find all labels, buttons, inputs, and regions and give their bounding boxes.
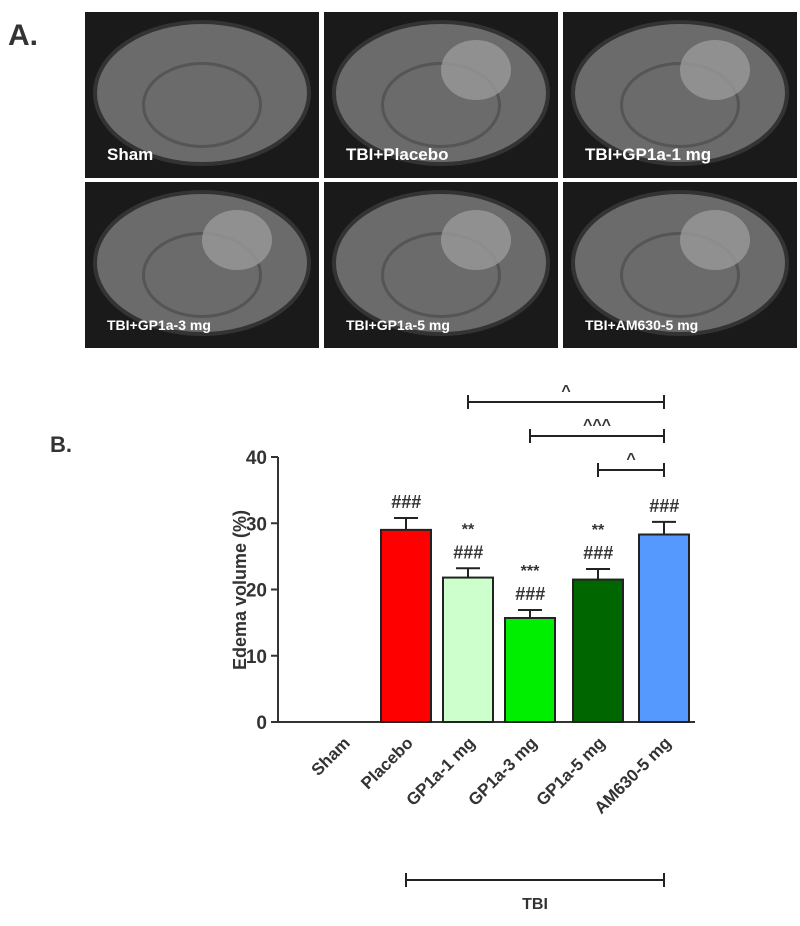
y-axis-label: Edema volume (%) — [230, 510, 250, 670]
error-bar — [652, 520, 676, 535]
group-bracket-label: TBI — [522, 896, 548, 913]
comparison-bracket — [597, 463, 665, 477]
comparison-bracket-label: ^ — [626, 451, 635, 468]
significance-marker: ** — [592, 522, 605, 539]
comparison-bracket-label: ^^^ — [583, 417, 611, 434]
significance-marker: ### — [515, 584, 545, 604]
bar — [504, 616, 556, 723]
lesion — [441, 40, 511, 100]
bar — [442, 576, 494, 724]
image-label: TBI+GP1a-3 mg — [107, 317, 211, 333]
x-tick-label: Placebo — [357, 733, 417, 793]
group-bracket — [405, 873, 665, 887]
y-tick-label: 40 — [246, 448, 267, 469]
brain-slice — [93, 20, 311, 166]
brain-slice — [332, 190, 550, 336]
comparison-bracket — [467, 395, 665, 409]
image-label: TBI+GP1a-1 mg — [585, 145, 711, 164]
error-bar — [518, 609, 542, 618]
y-tick-label: 0 — [256, 713, 267, 734]
lesion — [680, 40, 750, 100]
image-label: TBI+GP1a-5 mg — [346, 317, 450, 333]
brain-detail — [142, 62, 262, 148]
panel-label: A. — [8, 19, 38, 52]
brain-slice — [571, 190, 789, 336]
significance-marker: *** — [521, 563, 540, 580]
significance-marker: ### — [649, 496, 679, 516]
comparison-bracket-label: ^ — [561, 383, 570, 400]
lesion — [202, 210, 272, 270]
brain-detail — [381, 232, 501, 318]
error-bar — [394, 516, 418, 530]
y-tick-label: 20 — [246, 581, 267, 602]
x-tick-label: Sham — [308, 733, 354, 779]
panel-label: B. — [50, 432, 72, 457]
error-bar — [586, 567, 610, 580]
brain-detail — [620, 62, 740, 148]
significance-marker: ### — [453, 542, 483, 562]
image-label: TBI+Placebo — [346, 145, 449, 164]
brain-detail — [620, 232, 740, 318]
comparison-bracket — [529, 429, 665, 443]
bar — [638, 533, 690, 724]
lesion — [441, 210, 511, 270]
y-tick-label: 30 — [246, 514, 267, 535]
lesion — [680, 210, 750, 270]
significance-marker: ** — [462, 521, 475, 538]
image-label: Sham — [107, 145, 153, 164]
brain-detail — [142, 232, 262, 318]
error-bar — [456, 567, 480, 578]
bar — [380, 528, 432, 723]
brain-detail — [381, 62, 501, 148]
image-label: TBI+AM630-5 mg — [585, 317, 698, 333]
y-tick-label: 10 — [246, 647, 267, 668]
brain-slice — [332, 20, 550, 166]
significance-marker: ### — [583, 543, 613, 563]
bar — [572, 578, 624, 723]
brain-slice — [571, 20, 789, 166]
significance-marker: ### — [391, 492, 421, 512]
brain-slice — [93, 190, 311, 336]
